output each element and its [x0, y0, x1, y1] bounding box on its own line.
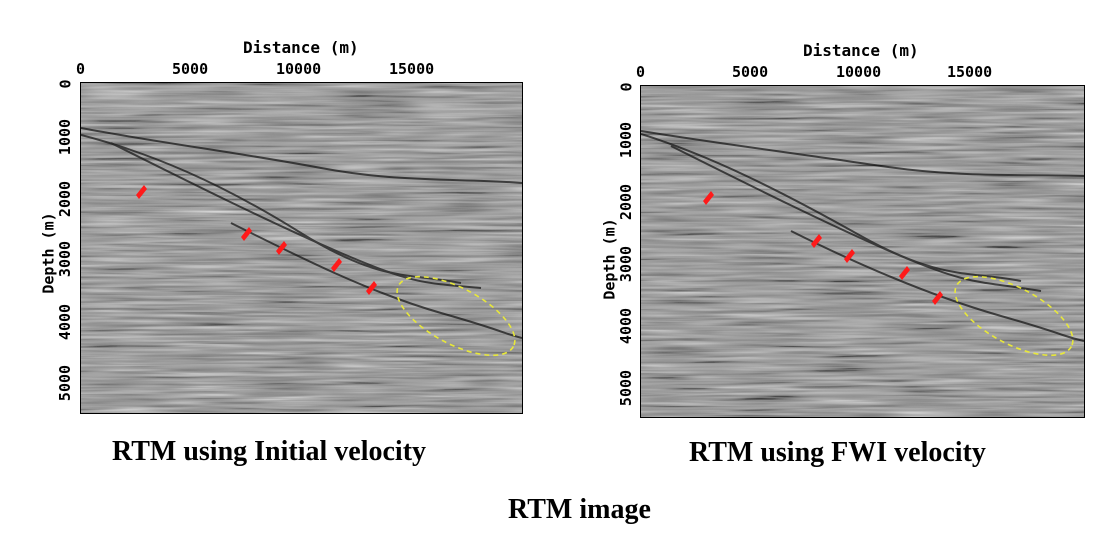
left-y-tick-label: 3000	[56, 240, 75, 278]
left-panel-caption: RTM using Initial velocity	[112, 436, 427, 467]
left-y-tick-label: 1000	[56, 118, 75, 156]
red-arrow-icon	[899, 266, 910, 280]
right-seismic-svg	[641, 86, 1084, 417]
right-x-axis-title: Distance (m)	[803, 41, 919, 60]
right-x-tick-label: 10000	[836, 63, 882, 81]
right-panel-caption: RTM using FWI velocity	[689, 437, 986, 468]
right-y-axis-title: Depth (m)	[600, 218, 619, 300]
left-x-tick-label: 0	[76, 60, 86, 78]
red-arrow-icon	[276, 241, 287, 255]
red-arrow-icon	[136, 185, 147, 199]
red-arrow-icon	[331, 258, 342, 272]
right-y-tick-label: 2000	[617, 183, 636, 221]
left-x-tick-label: 15000	[389, 60, 435, 78]
red-arrow-icon	[811, 234, 822, 248]
red-arrow-icon	[932, 291, 943, 305]
right-arrows	[703, 191, 943, 305]
right-seismic-image	[640, 85, 1085, 418]
right-x-tick-label: 5000	[732, 63, 769, 81]
left-y-tick-label: 5000	[56, 364, 75, 402]
left-reflector-lines	[81, 127, 522, 339]
left-y-tick-label: 0	[56, 79, 75, 89]
left-x-axis-title: Distance (m)	[243, 38, 359, 57]
yellow-dashed-ellipse	[396, 275, 516, 357]
right-y-tick-label: 5000	[617, 369, 636, 407]
left-x-tick-label: 10000	[276, 60, 322, 78]
yellow-dashed-ellipse	[954, 275, 1074, 357]
right-y-tick-label: 0	[617, 82, 636, 92]
right-x-tick-label: 0	[636, 63, 646, 81]
red-arrow-icon	[844, 249, 855, 263]
right-x-tick-label: 15000	[947, 63, 993, 81]
left-y-tick-label: 2000	[56, 180, 75, 218]
red-arrow-icon	[703, 191, 714, 205]
left-arrows	[136, 185, 377, 295]
right-y-tick-label: 1000	[617, 121, 636, 159]
left-x-tick-label: 5000	[172, 60, 209, 78]
red-arrow-icon	[241, 227, 252, 241]
right-y-tick-label: 3000	[617, 245, 636, 283]
figure-caption: RTM image	[508, 494, 651, 525]
left-y-axis-title: Depth (m)	[39, 212, 58, 294]
red-arrow-icon	[366, 281, 377, 295]
left-seismic-image	[80, 82, 523, 414]
left-seismic-svg	[81, 83, 522, 413]
right-y-tick-label: 4000	[617, 307, 636, 345]
left-y-tick-label: 4000	[56, 303, 75, 341]
